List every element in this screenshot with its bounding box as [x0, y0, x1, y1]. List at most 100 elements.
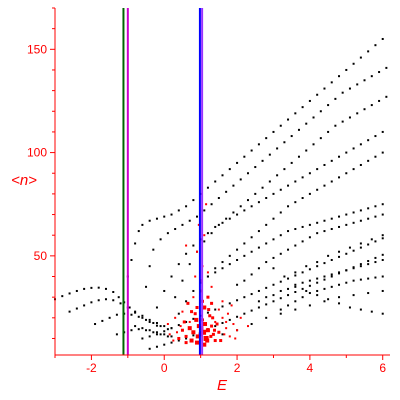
eigenvalue-point	[166, 232, 169, 235]
eigenvalue-point	[348, 306, 351, 309]
eigenvalue-point	[177, 312, 180, 315]
eigenvalue-point	[83, 287, 86, 290]
eigenvalue-point	[257, 289, 260, 292]
eigenvalue-point	[301, 296, 304, 299]
eigenvalue-point	[196, 215, 199, 218]
eigenvalue-point	[246, 172, 249, 175]
eigenvalue-point	[243, 312, 246, 315]
eigenvalue-point	[236, 161, 239, 164]
peak-marker	[214, 320, 217, 323]
eigenvalue-point	[345, 269, 348, 272]
eigenvalue-point	[214, 325, 217, 328]
eigenvalue-point	[145, 285, 148, 288]
eigenvalue-point	[294, 308, 297, 311]
peak-marker	[230, 304, 233, 307]
eigenvalue-point	[115, 333, 118, 336]
peak-marker	[226, 312, 229, 315]
eigenvalue-point	[228, 168, 231, 171]
eigenvalue-point	[294, 274, 297, 277]
eigenvalue-point	[352, 211, 355, 214]
eigenvalue-point	[330, 217, 333, 220]
eigenvalue-point	[221, 221, 224, 224]
eigenvalue-point	[308, 284, 311, 287]
eigenvalue-point	[206, 186, 209, 189]
eigenvalue-point	[334, 124, 337, 127]
peak-marker	[194, 317, 199, 322]
eigenvalue-point	[75, 307, 78, 310]
eigenvalue-point	[370, 238, 373, 241]
eigenvalue-point	[338, 283, 341, 286]
eigenvalue-point	[170, 327, 173, 330]
eigenvalue-point	[287, 294, 290, 297]
eigenvalue-point	[272, 130, 275, 133]
peak-marker	[217, 330, 221, 334]
eigenvalue-point	[345, 172, 348, 175]
peak-marker	[221, 316, 224, 319]
eigenvalue-point	[334, 97, 337, 100]
eigenvalue-point	[316, 281, 319, 284]
eigenvalue-point	[301, 176, 304, 179]
eigenvalue-point	[148, 347, 151, 350]
eigenvalue-point	[352, 249, 355, 252]
eigenvalue-point	[130, 258, 133, 261]
eigenvalue-point	[225, 217, 228, 220]
peak-marker	[184, 341, 188, 345]
eigenvalue-point	[359, 263, 362, 266]
eigenvalue-point	[327, 298, 330, 301]
eigenvalue-point	[117, 296, 120, 299]
eigenvalue-point	[104, 287, 107, 290]
eigenvalue-point	[352, 62, 355, 65]
eigenvalue-point	[236, 248, 239, 251]
eigenvalue-point	[243, 209, 246, 212]
eigenvalue-point	[330, 273, 333, 276]
eigenvalue-point	[316, 168, 319, 171]
eigenvalue-point	[297, 155, 300, 158]
peak-marker	[239, 316, 242, 319]
peak-marker	[225, 320, 228, 323]
eigenvalue-point	[214, 271, 217, 274]
eigenvalue-point	[148, 329, 151, 332]
peak-marker	[210, 301, 214, 305]
eigenvalue-point	[221, 305, 224, 308]
peak-marker	[221, 300, 224, 303]
eigenvalue-point	[214, 225, 217, 228]
eigenvalue-point	[130, 313, 133, 316]
eigenvalue-point	[287, 205, 290, 208]
peak-marker	[185, 244, 188, 247]
eigenvalue-point	[345, 252, 348, 255]
eigenvalue-point	[323, 184, 326, 187]
eigenvalue-point	[312, 116, 315, 119]
peak-marker	[205, 338, 210, 343]
eigenvalue-point	[185, 300, 188, 303]
eigenvalue-point	[308, 192, 311, 195]
eigenvalue-point	[148, 335, 151, 338]
eigenvalue-point	[279, 188, 282, 191]
eigenvalue-point	[97, 299, 100, 302]
eigenvalue-point	[236, 283, 239, 286]
eigenvalue-point	[348, 116, 351, 119]
eigenvalue-point	[250, 205, 253, 208]
eigenvalue-point	[330, 285, 333, 288]
eigenvalue-point	[381, 37, 384, 40]
eigenvalue-point	[294, 180, 297, 183]
peak-marker	[246, 325, 249, 328]
eigenvalue-point	[225, 190, 228, 193]
eigenvalue-point	[279, 297, 282, 300]
eigenvalue-point	[374, 256, 377, 259]
eigenvalue-point	[119, 302, 122, 305]
peak-marker	[182, 320, 186, 324]
eigenvalue-point	[316, 261, 319, 264]
eigenvalue-point	[166, 335, 169, 338]
eigenvalue-point	[152, 248, 155, 251]
eigenvalue-point	[352, 279, 355, 282]
eigenvalue-point	[261, 186, 264, 189]
eigenvalue-point	[367, 50, 370, 53]
eigenvalue-point	[257, 246, 260, 249]
eigenvalue-point	[323, 287, 326, 290]
eigenvalue-point	[155, 345, 158, 348]
eigenvalue-point	[359, 242, 362, 245]
peak-marker	[219, 339, 223, 343]
eigenvalue-point	[290, 161, 293, 164]
eigenvalue-point	[305, 122, 308, 125]
eigenvalue-point	[101, 319, 104, 322]
